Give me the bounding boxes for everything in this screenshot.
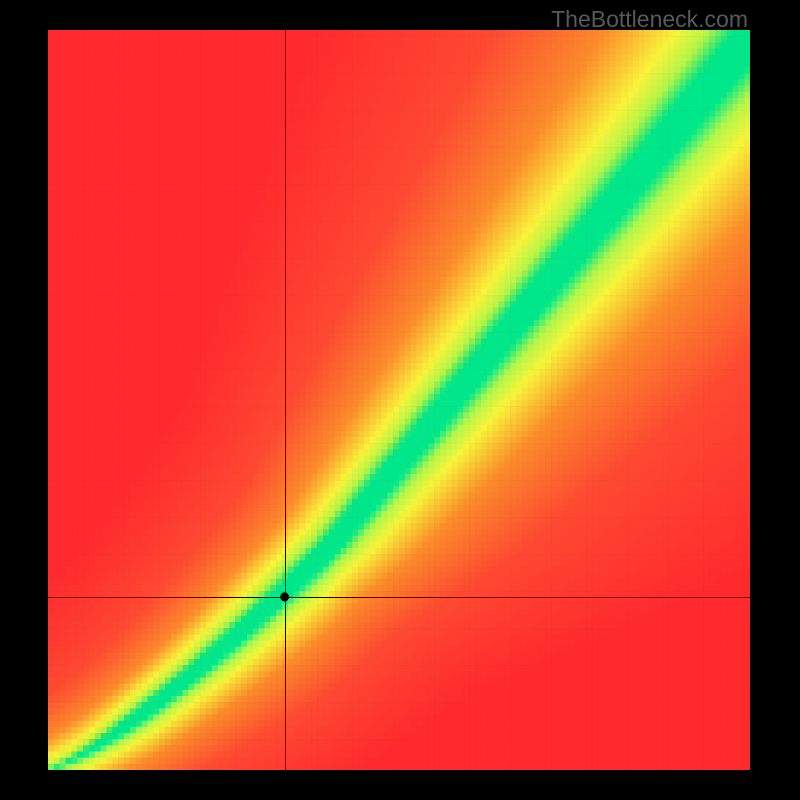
chart-container: TheBottleneck.com <box>0 0 800 800</box>
bottleneck-heatmap <box>48 30 750 770</box>
watermark-text: TheBottleneck.com <box>551 6 748 33</box>
